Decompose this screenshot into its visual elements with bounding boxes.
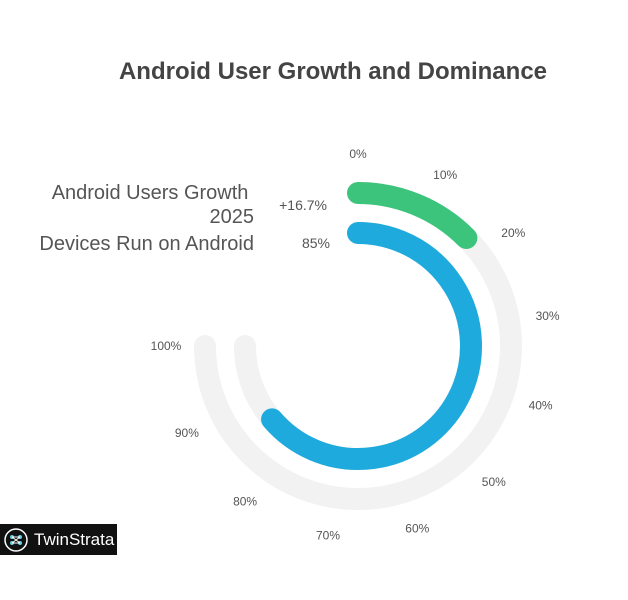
chart-tick-labels: 0% 10% 20% 30% 40% 50% 60% 70% 80% 90% 100% — [151, 147, 560, 543]
value-label-growth: +16.7% — [279, 197, 327, 213]
tick-label: 50% — [482, 475, 506, 489]
tick-label: 20% — [501, 226, 525, 240]
tick-label: 10% — [433, 168, 457, 182]
bar-growth — [347, 182, 478, 249]
tick-label: 0% — [349, 147, 367, 161]
tick-label: 90% — [175, 426, 199, 440]
value-label-devices: 85% — [302, 235, 330, 251]
twinstrata-logo-icon — [4, 527, 28, 552]
chart-bars — [261, 182, 482, 470]
chart-title: Android User Growth and Dominance — [119, 58, 547, 85]
tick-label: 60% — [405, 522, 429, 536]
legend-growth-line2: 2025 — [210, 206, 255, 228]
brand-badge: TwinStrata — [0, 524, 117, 555]
bar-devices — [261, 222, 482, 470]
tick-label: 70% — [316, 529, 340, 543]
legend-label-devices: Devices Run on Android — [39, 233, 254, 255]
tick-label: 80% — [233, 494, 257, 508]
tick-label: 100% — [151, 339, 182, 353]
brand-name: TwinStrata — [34, 529, 115, 549]
tick-label: 30% — [536, 309, 560, 323]
legend-label-growth: Android Users Growth 2025 — [52, 182, 254, 228]
legend-growth-line1: Android Users Growth — [52, 182, 249, 204]
tick-label: 40% — [529, 398, 553, 412]
